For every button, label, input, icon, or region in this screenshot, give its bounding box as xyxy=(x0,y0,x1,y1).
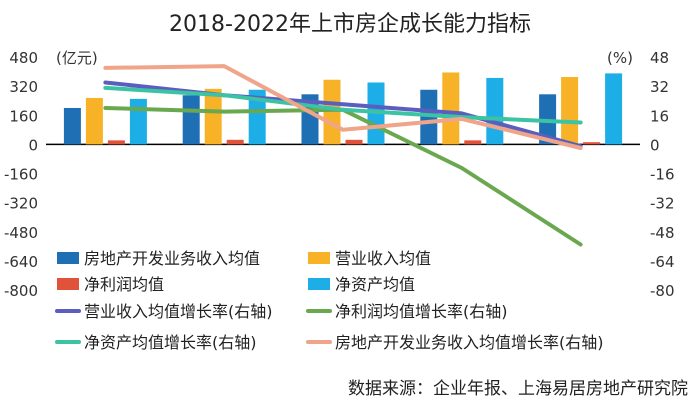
bar-3 xyxy=(583,142,601,145)
right-tick-label: 32 xyxy=(650,78,669,96)
bar-1 xyxy=(63,107,81,145)
bar-3 xyxy=(464,140,482,145)
left-tick-label: 160 xyxy=(9,107,38,125)
bar-3 xyxy=(226,139,244,145)
legend-label: 房地产开发业务收入均值 xyxy=(84,249,260,268)
source-note: 数据来源：企业年报、上海易居房地产研究院 xyxy=(348,379,688,399)
bar-2 xyxy=(323,79,341,145)
left-tick-label: -480 xyxy=(4,224,38,242)
left-tick-label: -640 xyxy=(4,253,38,271)
left-tick-label: -800 xyxy=(4,282,38,300)
legend-swatch xyxy=(57,278,79,290)
right-tick-label: -48 xyxy=(650,224,675,242)
bar-4 xyxy=(605,73,623,145)
legend-swatch xyxy=(57,252,79,264)
legend-label: 净利润均值增长率(右轴) xyxy=(335,302,508,321)
left-tick-label: 0 xyxy=(28,136,38,154)
line-series-4 xyxy=(103,64,583,150)
bar-2 xyxy=(204,88,222,145)
bar-4 xyxy=(129,98,147,145)
bar-2 xyxy=(85,97,103,145)
left-tick-label: -160 xyxy=(4,166,38,184)
bar-1 xyxy=(182,95,200,145)
legend-label: 营业收入均值增长率(右轴) xyxy=(84,302,273,321)
legend-swatch xyxy=(308,252,330,264)
bar-2 xyxy=(442,72,460,145)
right-tick-label: -16 xyxy=(650,166,675,184)
right-tick-label: 48 xyxy=(650,49,669,67)
bar-4 xyxy=(248,89,266,145)
legend-swatch xyxy=(308,278,330,290)
right-tick-label: -32 xyxy=(650,195,675,213)
bar-4 xyxy=(486,77,504,145)
bar-3 xyxy=(107,140,125,145)
line-series-3 xyxy=(103,85,583,125)
legend-label: 净资产均值增长率(右轴) xyxy=(84,333,257,352)
left-tick-label: 320 xyxy=(9,78,38,96)
right-tick-label: -64 xyxy=(650,253,675,271)
legend-label: 房地产开发业务收入均值增长率(右轴) xyxy=(335,333,604,352)
legend-label: 净资产均值 xyxy=(335,275,415,294)
left-axis-unit: (亿元) xyxy=(56,49,98,67)
bar-2 xyxy=(561,77,579,145)
left-tick-label: 480 xyxy=(9,49,38,67)
right-tick-label: 0 xyxy=(650,136,660,154)
left-tick-label: -320 xyxy=(4,195,38,213)
legend-label: 净利润均值 xyxy=(84,275,164,294)
right-tick-label: 16 xyxy=(650,107,669,125)
right-axis-unit: (%) xyxy=(607,49,633,67)
legend-label: 营业收入均值 xyxy=(335,249,431,268)
bar-3 xyxy=(345,139,363,145)
chart-title: 2018-2022年上市房企成长能力指标 xyxy=(169,12,531,37)
right-tick-label: -80 xyxy=(650,282,675,300)
